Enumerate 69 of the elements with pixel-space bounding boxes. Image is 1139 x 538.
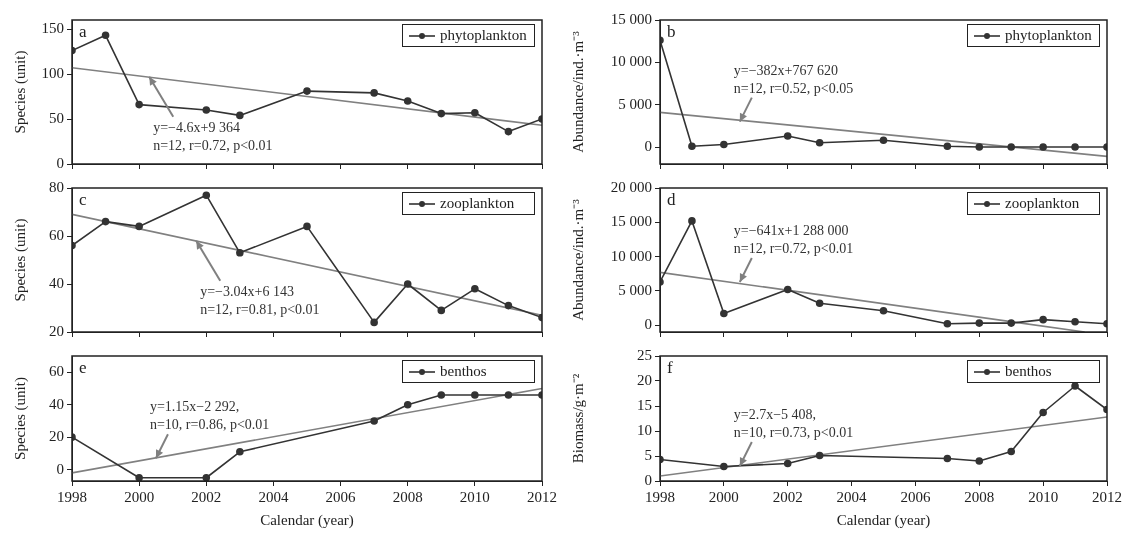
y-tick-label: 0 — [644, 471, 652, 488]
y-tick-label: 0 — [644, 316, 652, 333]
y-tick-label: 60 — [49, 363, 64, 380]
x-axis-title: Calendar (year) — [836, 511, 931, 529]
y-axis-title: Species (unit) — [11, 218, 29, 302]
y-tick-label: 80 — [49, 178, 64, 195]
y-tick-label: 0 — [644, 138, 652, 154]
x-tick-label: 2010 — [459, 488, 490, 505]
y-tick-label: 20 — [49, 322, 64, 339]
x-tick-label: 2000 — [124, 488, 155, 505]
x-tick-label: 2006 — [900, 488, 931, 505]
y-tick-label: 10 000 — [610, 247, 652, 264]
y-tick-label: 5 000 — [618, 95, 652, 112]
x-tick-label: 2006 — [325, 488, 357, 505]
y-tick-label: 100 — [41, 64, 64, 81]
y-axis-title: Abundance/ind.·m⁻³ — [569, 198, 586, 321]
x-tick-label: 1998 — [57, 488, 87, 505]
y-tick-label: 20 — [49, 428, 64, 445]
y-axis-title: Species (unit) — [11, 377, 29, 460]
annotation: y=−3.04x+6 143 n=12, r=0.81, p<0.01 — [200, 282, 320, 319]
annotation: y=2.7x−5 408, n=10, r=0.73, p<0.01 — [733, 406, 854, 442]
y-tick-label: 25 — [637, 346, 652, 363]
y-tick-label: 15 000 — [610, 10, 652, 27]
x-tick-label: 2004 — [258, 488, 289, 505]
legend-label: benthos — [1005, 362, 1052, 381]
legend-label: phytoplankton — [440, 26, 527, 45]
y-axis-title: Biomass/g·m⁻² — [569, 373, 586, 464]
y-tick-label: 20 000 — [610, 178, 652, 195]
y-tick-label: 15 — [637, 396, 652, 413]
x-tick-label: 2012 — [1092, 488, 1122, 505]
annotation: y=−641x+1 288 000 n=12, r=0.72, p<0.01 — [733, 221, 854, 258]
chart-title: d — [667, 190, 676, 209]
x-tick-label: 2002 — [772, 488, 803, 505]
y-axis-title: Species (unit) — [11, 50, 29, 134]
x-axis-title: Calendar (year) — [260, 511, 354, 529]
chart-title: b — [667, 22, 676, 41]
y-tick-label: 150 — [41, 19, 64, 36]
chart-title: f — [667, 358, 673, 377]
x-tick-label: 1998 — [645, 488, 675, 505]
x-tick-label: 2004 — [836, 488, 868, 505]
y-tick-label: 60 — [49, 226, 64, 243]
annotation: y=−382x+767 620 n=12, r=0.52, p<0.05 — [733, 61, 854, 98]
y-tick-label: 0 — [56, 460, 64, 477]
x-tick-label: 2010 — [1028, 488, 1059, 505]
x-tick-label: 2008 — [964, 488, 995, 505]
y-tick-label: 40 — [49, 274, 64, 291]
y-tick-label: 40 — [49, 395, 64, 412]
chart-title: e — [79, 358, 87, 377]
y-tick-label: 20 — [637, 371, 652, 388]
chart-title: a — [79, 22, 87, 41]
y-tick-label: 10 — [637, 421, 652, 438]
x-tick-label: 2008 — [392, 488, 423, 505]
x-tick-label: 2000 — [708, 488, 739, 505]
annotation: y=1.15x−2 292, n=10, r=0.86, p<0.01 — [149, 398, 270, 435]
y-tick-label: 5 — [644, 446, 652, 463]
legend-label: zooplankton — [1005, 194, 1080, 213]
y-axis-title: Abundance/ind.·m⁻³ — [569, 30, 586, 153]
x-tick-label: 2002 — [191, 488, 222, 505]
legend-label: phytoplankton — [1005, 26, 1092, 45]
x-tick-label: 2012 — [527, 488, 557, 505]
y-tick-label: 10 000 — [610, 53, 652, 70]
y-tick-label: 5 000 — [618, 281, 652, 298]
y-tick-label: 0 — [56, 154, 64, 171]
legend-label: zooplankton — [440, 194, 515, 213]
y-tick-label: 15 000 — [610, 213, 652, 230]
chart-title: c — [79, 190, 87, 209]
annotation: y=−4.6x+9 364 n=12, r=0.72, p<0.01 — [153, 118, 273, 155]
legend-label: benthos — [440, 362, 487, 381]
y-tick-label: 50 — [49, 109, 64, 126]
